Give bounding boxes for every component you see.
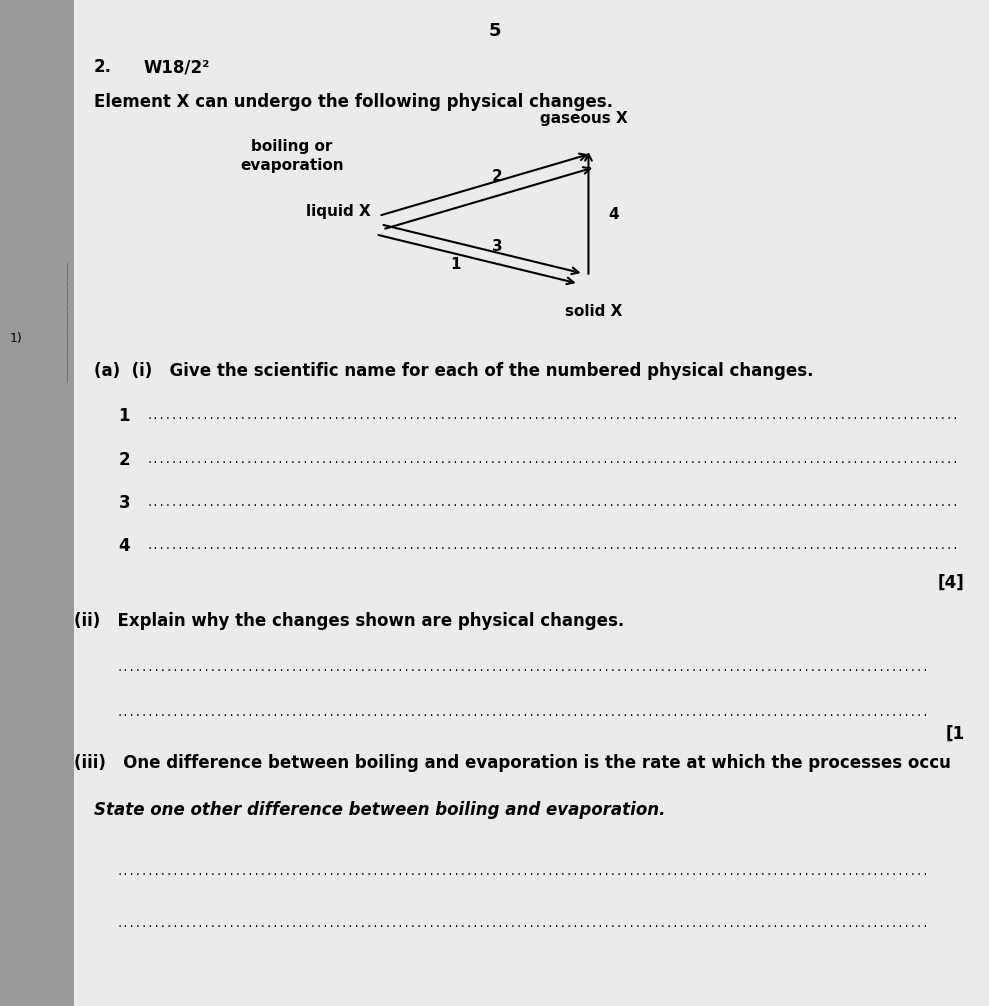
Text: [4]: [4] (938, 573, 964, 592)
Text: 3: 3 (119, 494, 131, 512)
Text: State one other difference between boiling and evaporation.: State one other difference between boili… (94, 801, 666, 819)
Text: gaseous X: gaseous X (540, 111, 627, 126)
Text: solid X: solid X (565, 304, 622, 319)
Text: boiling or
evaporation: boiling or evaporation (240, 139, 343, 173)
Text: ................................................................................: ........................................… (146, 455, 959, 465)
Text: 2: 2 (119, 451, 131, 469)
Text: W18/2²: W18/2² (143, 58, 210, 76)
Text: (a)  (i)   Give the scientific name for each of the numbered physical changes.: (a) (i) Give the scientific name for eac… (94, 362, 814, 380)
Text: ................................................................................: ........................................… (146, 411, 959, 422)
Text: 2: 2 (492, 169, 502, 183)
Text: (iii)   One difference between boiling and evaporation is the rate at which the : (iii) One difference between boiling and… (74, 754, 951, 773)
Bar (0, 0, 74, 1006)
Text: ................................................................................: ........................................… (117, 663, 930, 673)
Text: Element X can undergo the following physical changes.: Element X can undergo the following phys… (94, 93, 613, 111)
Text: 4: 4 (119, 537, 131, 555)
Text: 4: 4 (608, 207, 619, 221)
Text: 5: 5 (489, 22, 500, 40)
Text: 1): 1) (10, 332, 23, 345)
Text: ................................................................................: ........................................… (117, 919, 930, 930)
Text: 3: 3 (492, 239, 502, 254)
Text: liquid X: liquid X (307, 204, 371, 218)
Text: ................................................................................: ........................................… (146, 498, 959, 508)
Text: ................................................................................: ........................................… (117, 867, 930, 877)
Text: 1: 1 (450, 258, 461, 272)
Text: ................................................................................: ........................................… (117, 708, 930, 718)
Text: (ii)   Explain why the changes shown are physical changes.: (ii) Explain why the changes shown are p… (74, 612, 624, 630)
Text: 2.: 2. (94, 58, 112, 76)
Text: ................................................................................: ........................................… (146, 541, 959, 551)
Text: 1: 1 (119, 407, 131, 426)
Text: [1: [1 (945, 724, 964, 742)
